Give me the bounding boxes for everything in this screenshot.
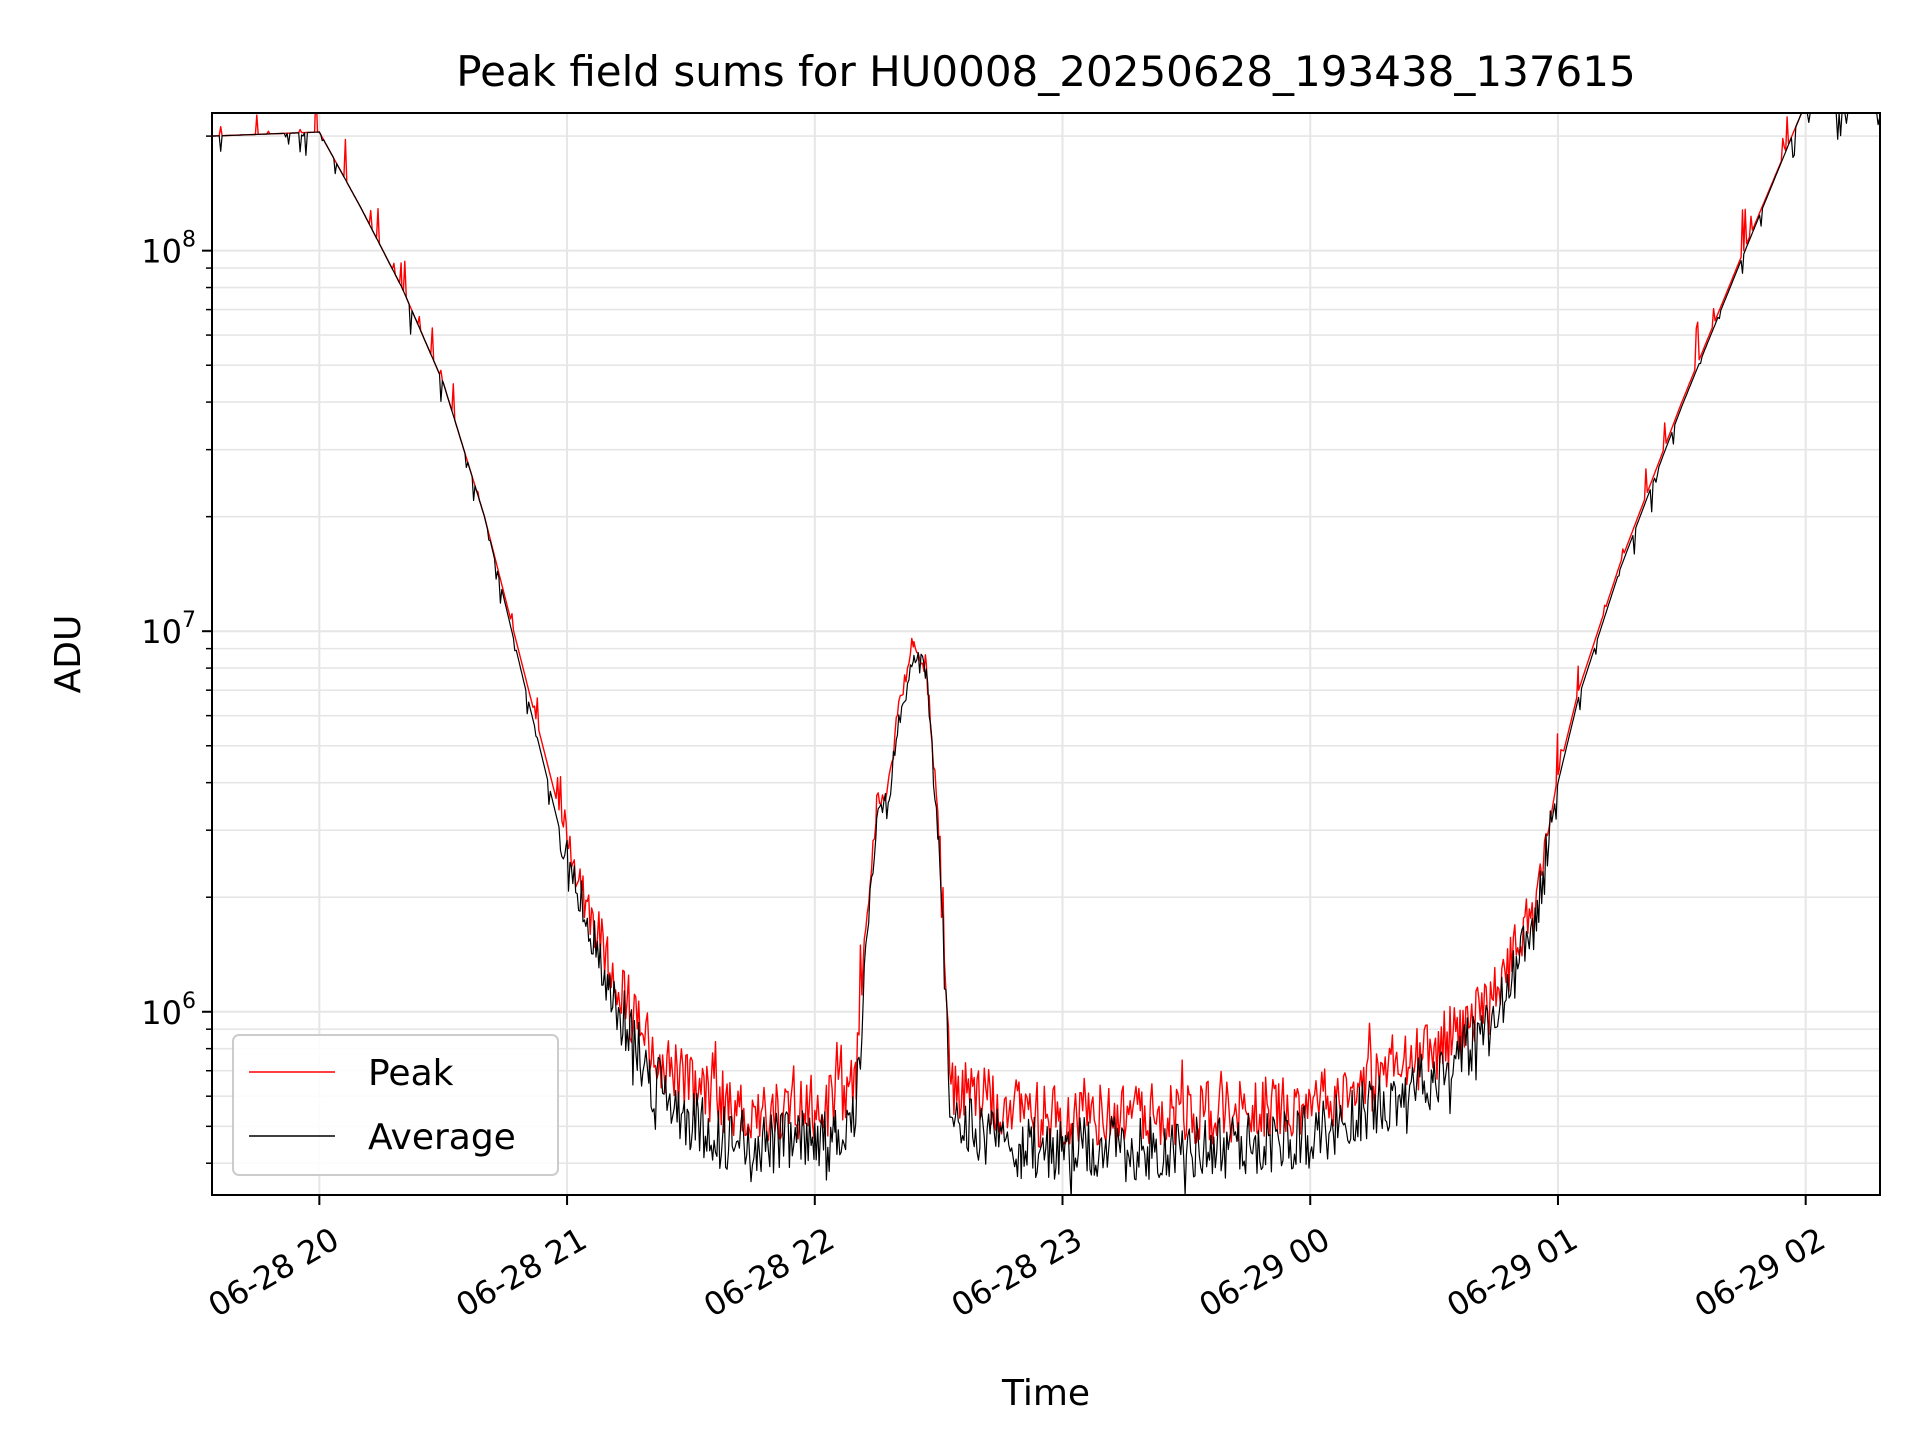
legend-label-peak: Peak <box>368 1053 454 1094</box>
plot-frame <box>211 112 1881 1196</box>
legend-box <box>232 1034 559 1176</box>
legend: Peak Average <box>232 1034 559 1176</box>
x-axis-label: Time <box>1001 1373 1090 1414</box>
series-line-average <box>212 113 1880 1195</box>
legend-label-average: Average <box>368 1117 516 1158</box>
chart-title: Peak field sums for HU0008_20250628_1934… <box>456 47 1635 96</box>
y-axis: 106 107 108 <box>141 135 212 1164</box>
y-axis-label: ADU <box>48 615 89 694</box>
series-layer <box>212 113 1880 1195</box>
y-tick-label: 107 <box>141 608 196 651</box>
grid <box>212 113 1880 1195</box>
series-line-peak <box>212 113 1880 1148</box>
y-tick-label: 108 <box>141 228 196 271</box>
y-tick-label: 106 <box>141 989 196 1032</box>
